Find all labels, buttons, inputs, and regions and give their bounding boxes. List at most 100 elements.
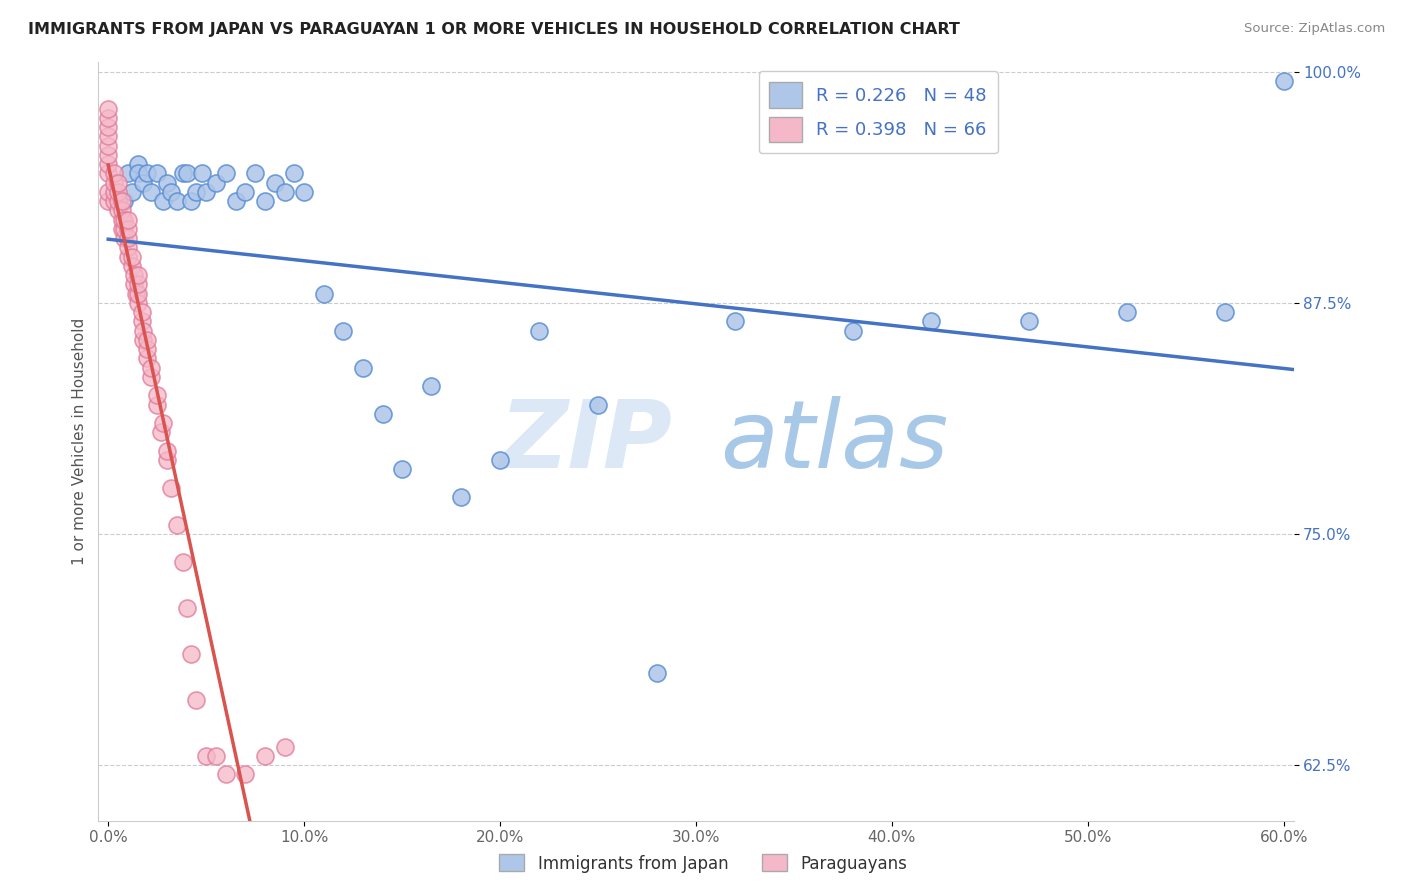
Point — [420, 379, 443, 393]
Point — [160, 481, 183, 495]
Point — [195, 748, 218, 763]
Point — [136, 166, 159, 180]
Point — [273, 739, 295, 754]
Point — [131, 314, 153, 328]
Text: Source: ZipAtlas.com: Source: ZipAtlas.com — [1244, 22, 1385, 36]
Point — [127, 268, 149, 282]
Text: ZIP: ZIP — [499, 395, 672, 488]
Point — [122, 268, 145, 282]
Point — [332, 324, 354, 338]
Point — [225, 194, 247, 208]
Point — [103, 176, 125, 190]
Point — [146, 388, 169, 402]
Point — [107, 888, 129, 892]
Point — [283, 166, 305, 180]
Point — [191, 166, 214, 180]
Point — [121, 259, 143, 273]
Point — [127, 296, 149, 310]
Point — [215, 166, 238, 180]
Point — [132, 333, 155, 347]
Point — [450, 490, 472, 504]
Point — [156, 453, 179, 467]
Point — [156, 176, 179, 190]
Point — [131, 305, 153, 319]
Point — [141, 369, 163, 384]
Point — [253, 194, 276, 208]
Legend: Immigrants from Japan, Paraguayans: Immigrants from Japan, Paraguayans — [492, 847, 914, 880]
Point — [586, 398, 609, 412]
Point — [263, 176, 285, 190]
Point — [117, 212, 139, 227]
Point — [235, 185, 257, 199]
Point — [121, 185, 143, 199]
Point — [97, 194, 120, 208]
Point — [141, 360, 163, 375]
Point — [724, 314, 747, 328]
Point — [841, 324, 863, 338]
Point — [111, 222, 134, 236]
Point — [97, 138, 120, 153]
Point — [529, 324, 551, 338]
Point — [146, 166, 169, 180]
Point — [117, 250, 139, 264]
Point — [117, 240, 139, 254]
Point — [127, 157, 149, 171]
Point — [215, 767, 238, 781]
Point — [112, 222, 135, 236]
Point — [112, 212, 135, 227]
Point — [205, 176, 228, 190]
Point — [117, 222, 139, 236]
Point — [107, 203, 129, 218]
Point — [136, 342, 159, 356]
Point — [103, 194, 125, 208]
Point — [920, 314, 942, 328]
Point — [195, 185, 218, 199]
Point — [97, 120, 120, 135]
Point — [273, 185, 295, 199]
Point — [136, 351, 159, 366]
Point — [112, 194, 135, 208]
Point — [111, 194, 134, 208]
Point — [111, 203, 134, 218]
Point — [1272, 74, 1295, 88]
Point — [132, 176, 155, 190]
Point — [103, 166, 125, 180]
Point — [112, 231, 135, 245]
Point — [146, 398, 169, 412]
Point — [312, 286, 335, 301]
Point — [97, 129, 120, 144]
Point — [235, 767, 257, 781]
Point — [1116, 305, 1139, 319]
Point — [103, 185, 125, 199]
Point — [179, 194, 201, 208]
Point — [97, 157, 120, 171]
Point — [391, 462, 413, 476]
Point — [186, 693, 208, 707]
Point — [97, 102, 120, 116]
Point — [152, 194, 174, 208]
Point — [1018, 314, 1040, 328]
Point — [97, 166, 120, 180]
Point — [176, 601, 198, 615]
Point — [111, 212, 134, 227]
Point — [141, 185, 163, 199]
Point — [107, 185, 129, 199]
Point — [121, 250, 143, 264]
Point — [172, 166, 194, 180]
Point — [136, 333, 159, 347]
Point — [176, 166, 198, 180]
Point — [127, 277, 149, 292]
Point — [117, 231, 139, 245]
Point — [124, 286, 146, 301]
Point — [645, 665, 668, 680]
Point — [179, 647, 201, 661]
Point — [117, 166, 139, 180]
Point — [127, 166, 149, 180]
Point — [253, 748, 276, 763]
Point — [205, 748, 228, 763]
Point — [371, 407, 394, 421]
Y-axis label: 1 or more Vehicles in Household: 1 or more Vehicles in Household — [72, 318, 87, 566]
Legend: R = 0.226   N = 48, R = 0.398   N = 66: R = 0.226 N = 48, R = 0.398 N = 66 — [759, 71, 998, 153]
Point — [1213, 305, 1236, 319]
Point — [107, 176, 129, 190]
